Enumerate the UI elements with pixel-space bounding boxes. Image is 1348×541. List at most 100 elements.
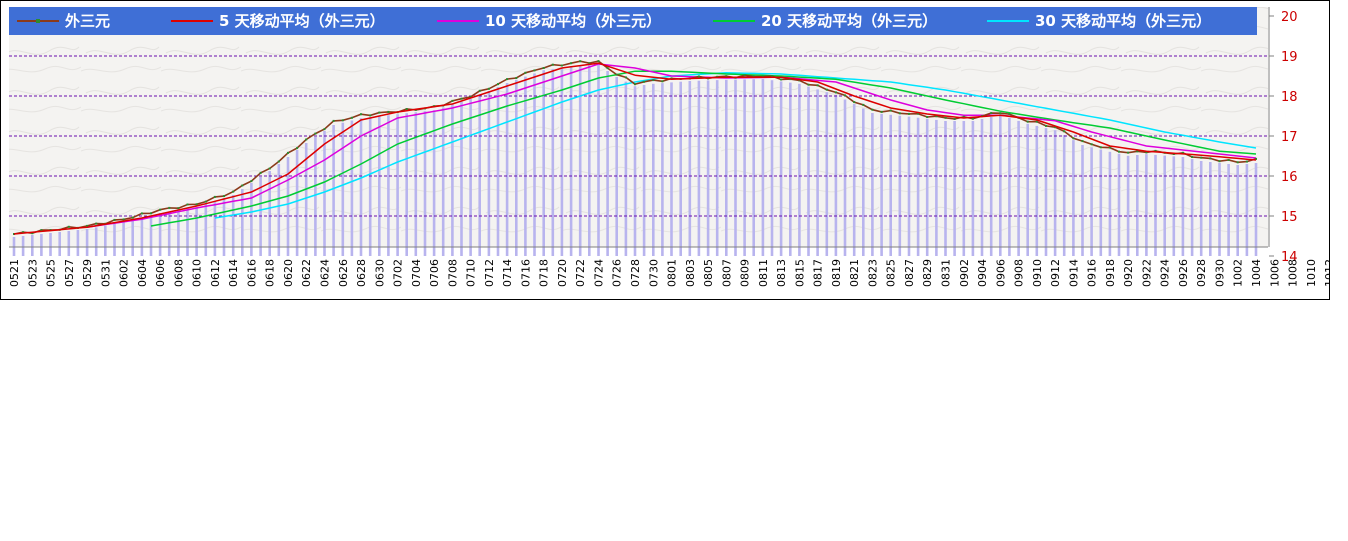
x-tick-label: 0630: [373, 259, 386, 287]
series-point: [497, 83, 499, 86]
series-point: [962, 115, 965, 118]
price-bar: [186, 208, 189, 256]
series-point: [113, 218, 116, 221]
price-bar: [49, 233, 52, 256]
price-bar: [76, 230, 80, 256]
x-tick-label: 0612: [209, 259, 222, 287]
price-bar: [1099, 149, 1103, 256]
price-bar: [1081, 145, 1084, 256]
price-bar: [542, 70, 545, 256]
price-bar: [323, 131, 326, 256]
x-tick-label: 0924: [1159, 259, 1172, 287]
price-bar: [40, 234, 43, 256]
x-tick-label: 0823: [866, 259, 879, 287]
x-tick-label: 0527: [63, 259, 76, 287]
series-point: [889, 109, 892, 112]
series-line-1: [13, 62, 1257, 235]
x-tick-label: 1012: [1323, 259, 1329, 287]
x-tick-label: 0604: [136, 259, 149, 287]
y-tick-label: 17: [1281, 130, 1298, 145]
price-bar: [588, 65, 591, 256]
x-tick-label: 0930: [1214, 259, 1227, 287]
series-point: [405, 108, 408, 110]
series-point: [542, 67, 545, 69]
price-bar: [898, 115, 902, 256]
price-bar: [533, 73, 536, 257]
legend: 外三元 5 天移动平均（外三元） 10 天移动平均（外三元） 20 天移动平均（外三元…: [9, 7, 1257, 35]
series-point: [1227, 159, 1230, 161]
price-bar: [85, 229, 89, 256]
price-bar: [843, 99, 847, 256]
x-tick-label: 0606: [154, 259, 167, 287]
x-tick-label: 0620: [282, 259, 295, 287]
price-bar: [104, 225, 107, 256]
series-point: [871, 108, 874, 111]
price-bar: [1227, 164, 1230, 256]
price-bar: [971, 121, 975, 256]
series-point: [232, 190, 235, 193]
series-point: [743, 74, 746, 77]
series-point: [213, 195, 216, 198]
series-point: [1200, 156, 1203, 159]
x-tick-label: 0712: [483, 259, 496, 287]
x-tick-label: 0726: [611, 259, 624, 287]
series-line-2: [86, 63, 1257, 228]
price-bar: [1199, 161, 1203, 256]
price-bar: [1035, 125, 1039, 257]
price-bar: [862, 108, 865, 256]
series-point: [597, 60, 600, 63]
series-point: [725, 75, 728, 78]
price-bar: [789, 82, 792, 256]
price-bar: [980, 119, 984, 256]
price-bar: [761, 79, 765, 256]
price-bar: [1008, 117, 1011, 257]
price-bar: [177, 210, 180, 256]
series-point: [515, 77, 518, 79]
price-bar: [661, 83, 664, 256]
series-point: [917, 112, 920, 115]
price-bar: [505, 83, 509, 256]
price-bar: [1062, 135, 1066, 256]
y-tick-label: 20: [1281, 10, 1298, 25]
x-tick-label: 0811: [757, 259, 770, 287]
series-point: [971, 117, 974, 120]
price-bar: [1090, 147, 1093, 256]
price-bar: [204, 204, 208, 256]
series-point: [168, 206, 171, 209]
price-bar: [359, 118, 363, 256]
price-bar: [213, 201, 217, 256]
legend-label: 10 天移动平均（外三元）: [485, 12, 661, 30]
x-tick-label: 0716: [519, 259, 532, 287]
x-tick-label: 0610: [191, 259, 204, 287]
series-point: [588, 62, 591, 65]
x-tick-label: 0803: [684, 259, 697, 287]
price-bar: [597, 65, 600, 256]
x-tick-label: 0628: [355, 259, 368, 287]
price-bar: [1236, 165, 1239, 256]
series-point: [606, 67, 609, 70]
price-bar: [496, 87, 500, 256]
x-tick-label: 0805: [702, 259, 715, 287]
price-bar: [752, 79, 755, 256]
series-point: [460, 97, 463, 100]
x-tick-label: 0912: [1049, 259, 1062, 287]
price-bar: [158, 213, 162, 256]
series-point: [898, 112, 901, 115]
price-bar: [31, 235, 34, 256]
series-point: [378, 111, 381, 114]
x-tick-label: 0815: [793, 259, 806, 287]
x-tick-label: 0608: [172, 259, 185, 287]
series-point: [1035, 120, 1038, 123]
price-bar: [341, 122, 345, 256]
y-tick-label: 15: [1281, 210, 1298, 225]
price-bar: [1245, 164, 1249, 256]
price-bar: [1190, 159, 1194, 256]
x-tick-label: 0817: [812, 259, 825, 287]
series-point: [652, 79, 655, 82]
series-point: [67, 225, 70, 228]
series-point: [560, 64, 563, 67]
price-bar: [1136, 155, 1139, 256]
lines-layer: [13, 60, 1257, 235]
price-bar: [131, 219, 134, 256]
price-bar: [962, 121, 966, 256]
